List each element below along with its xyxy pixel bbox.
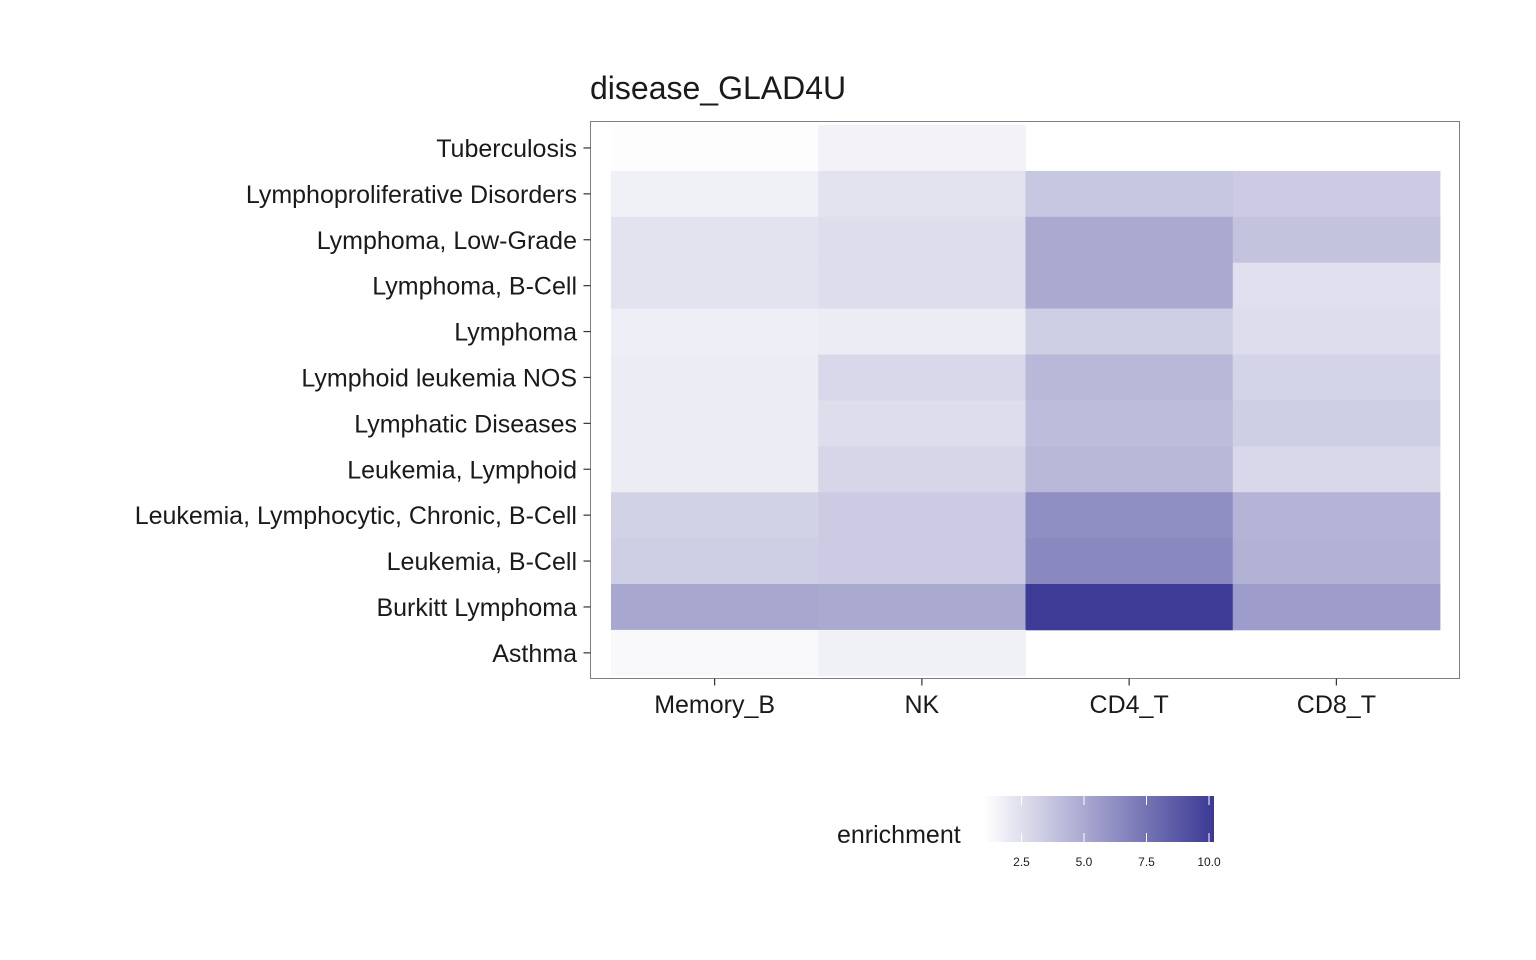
y-axis: Tuberculosis Lymphoproliferative Disorder… [135, 135, 591, 668]
heatmap-cell [1232, 400, 1441, 447]
heatmap-cell [1232, 492, 1441, 539]
heatmap-cell [611, 446, 819, 493]
legend-colorbar [984, 796, 1214, 842]
heatmap-cell [818, 125, 1026, 172]
y-tick-label: Leukemia, Lymphocytic, Chronic, B-Cell [135, 502, 577, 530]
heatmap-cell [818, 170, 1026, 218]
heatmap-cell [611, 354, 819, 401]
heatmap-cell [818, 308, 1026, 355]
heatmap-cell [1232, 538, 1441, 585]
legend-tick-label: 7.5 [1138, 855, 1155, 869]
heatmap-cell [1232, 170, 1441, 218]
legend-tick-label: 10.0 [1197, 855, 1221, 869]
heatmap-cell [818, 492, 1026, 539]
heatmap-cell [611, 170, 819, 218]
heatmap-cell [1232, 584, 1441, 631]
y-tick-label: Lymphoproliferative Disorders [246, 181, 577, 209]
x-tick-label: NK [905, 691, 940, 719]
heatmap-cell [1025, 400, 1234, 447]
y-tick-label: Lymphatic Diseases [354, 410, 577, 438]
x-tick-label: CD8_T [1297, 691, 1376, 719]
heatmap-cell [1232, 354, 1441, 401]
x-tick-label: Memory_B [654, 691, 775, 719]
heatmap-cell [1025, 584, 1234, 631]
y-tick-label: Burkitt Lymphoma [376, 594, 577, 622]
heatmap-cell [1025, 446, 1234, 493]
x-tick-label: CD4_T [1090, 691, 1169, 719]
heatmap-cell [1025, 354, 1234, 401]
heatmap-cell [818, 584, 1026, 631]
heatmap-cell [818, 216, 1026, 264]
heatmap-cell [611, 492, 819, 539]
y-tick-label: Lymphoma, Low-Grade [317, 227, 577, 255]
y-tick-label: Leukemia, Lymphoid [347, 456, 577, 484]
heatmap-cell [818, 629, 1026, 677]
y-tick-label: Leukemia, B-Cell [387, 548, 577, 576]
heatmap-cell [611, 216, 819, 264]
heatmap-cell [818, 354, 1026, 401]
heatmap-cell [1025, 170, 1234, 218]
y-tick-label: Lymphoma [454, 319, 577, 347]
heatmap-cell [1025, 216, 1234, 264]
legend-tick-label: 5.0 [1076, 855, 1093, 869]
heatmap-cell [611, 125, 819, 172]
y-tick-label: Lymphoid leukemia NOS [301, 364, 577, 392]
heatmap-cell [1025, 492, 1234, 539]
heatmap-cell [818, 446, 1026, 493]
color-legend: enrichment 2.5 5.0 7.5 10.0 [837, 796, 1221, 869]
y-tick-label: Lymphoma, B-Cell [372, 273, 577, 301]
y-tick-label: Asthma [492, 640, 577, 668]
heatmap-cell [611, 308, 819, 355]
heatmap-cell [818, 400, 1026, 447]
heatmap-cell [611, 262, 819, 309]
heatmap-cell [611, 400, 819, 447]
heatmap-cell [1232, 308, 1441, 355]
heatmap-cell [611, 538, 819, 585]
heatmap-cell [1025, 538, 1234, 585]
heatmap-cell [1232, 262, 1441, 309]
heatmap-cell [1232, 216, 1441, 264]
legend-tick-label: 2.5 [1013, 855, 1030, 869]
heatmap-cell [1025, 262, 1234, 309]
heatmap-cell [611, 629, 819, 677]
y-tick-label: Tuberculosis [436, 135, 577, 163]
chart-title: disease_GLAD4U [590, 70, 846, 106]
heatmap-cell [611, 584, 819, 631]
heatmap-cell [818, 538, 1026, 585]
heatmap-cell [1232, 446, 1441, 493]
heatmap-cells [611, 125, 1441, 677]
legend-ticks: 2.5 5.0 7.5 10.0 [1013, 796, 1221, 869]
legend-title: enrichment [837, 821, 961, 849]
heatmap-cell [818, 262, 1026, 309]
heatmap-cell [1025, 308, 1234, 355]
x-axis: Memory_B NK CD4_T CD8_T [654, 678, 1376, 719]
